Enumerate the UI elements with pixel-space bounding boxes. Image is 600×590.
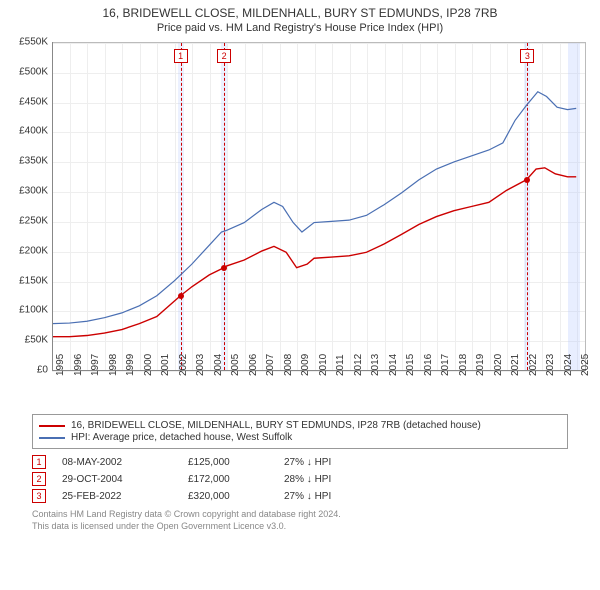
- x-tick-label: 2014: [388, 354, 399, 376]
- x-tick-label: 2012: [353, 354, 364, 376]
- x-tick-label: 2016: [423, 354, 434, 376]
- legend-swatch: [39, 425, 65, 427]
- x-tick-label: 2019: [475, 354, 486, 376]
- x-tick-label: 2009: [300, 354, 311, 376]
- x-tick-label: 2024: [563, 354, 574, 376]
- event-number: 2: [32, 472, 46, 486]
- x-tick-label: 2004: [213, 354, 224, 376]
- y-tick-label: £200K: [10, 245, 48, 256]
- x-tick-label: 2022: [528, 354, 539, 376]
- series-hpi: [52, 92, 576, 324]
- x-tick-label: 2025: [580, 354, 591, 376]
- x-tick-label: 2007: [265, 354, 276, 376]
- event-price: £320,000: [188, 491, 268, 502]
- legend-label: 16, BRIDEWELL CLOSE, MILDENHALL, BURY ST…: [71, 420, 481, 431]
- x-tick-label: 2017: [440, 354, 451, 376]
- sale-events: 1 08-MAY-2002 £125,000 27% ↓ HPI 2 29-OCT-200…: [32, 455, 568, 503]
- footer-line-2: This data is licensed under the Open Gov…: [32, 521, 568, 533]
- event-pct: 27% ↓ HPI: [284, 491, 384, 502]
- price-chart: 123 £0£50K£100K£150K£200K£250K£300K£350K…: [10, 38, 590, 408]
- event-number: 1: [32, 455, 46, 469]
- event-date: 29-OCT-2004: [62, 474, 172, 485]
- x-tick-label: 1996: [73, 354, 84, 376]
- y-tick-label: £350K: [10, 156, 48, 167]
- x-tick-label: 2011: [335, 354, 346, 376]
- y-axis: [52, 42, 53, 370]
- legend-swatch: [39, 437, 65, 439]
- sale-point: [178, 293, 184, 299]
- x-tick-label: 2001: [160, 354, 171, 376]
- x-tick-label: 1995: [55, 354, 66, 376]
- event-pct: 27% ↓ HPI: [284, 457, 384, 468]
- x-tick-label: 2023: [545, 354, 556, 376]
- x-tick-label: 2010: [318, 354, 329, 376]
- y-tick-label: £0: [10, 365, 48, 376]
- page-subtitle: Price paid vs. HM Land Registry's House …: [10, 22, 590, 34]
- event-price: £125,000: [188, 457, 268, 468]
- legend-label: HPI: Average price, detached house, West…: [71, 432, 292, 443]
- event-price: £172,000: [188, 474, 268, 485]
- y-tick-label: £550K: [10, 37, 48, 48]
- y-tick-label: £150K: [10, 275, 48, 286]
- x-tick-label: 2000: [143, 354, 154, 376]
- legend: 16, BRIDEWELL CLOSE, MILDENHALL, BURY ST…: [32, 414, 568, 449]
- x-tick-label: 2002: [178, 354, 189, 376]
- x-tick-label: 2006: [248, 354, 259, 376]
- x-tick-label: 2015: [405, 354, 416, 376]
- x-tick-label: 2020: [493, 354, 504, 376]
- y-tick-label: £300K: [10, 186, 48, 197]
- x-tick-label: 1999: [125, 354, 136, 376]
- y-tick-label: £50K: [10, 335, 48, 346]
- x-tick-label: 2008: [283, 354, 294, 376]
- x-tick-label: 2003: [195, 354, 206, 376]
- sale-point: [221, 265, 227, 271]
- event-pct: 28% ↓ HPI: [284, 474, 384, 485]
- x-tick-label: 2018: [458, 354, 469, 376]
- series-property: [52, 168, 576, 337]
- event-row: 3 25-FEB-2022 £320,000 27% ↓ HPI: [32, 489, 568, 503]
- event-number: 3: [32, 489, 46, 503]
- x-tick-label: 2013: [370, 354, 381, 376]
- event-row: 1 08-MAY-2002 £125,000 27% ↓ HPI: [32, 455, 568, 469]
- event-row: 2 29-OCT-2004 £172,000 28% ↓ HPI: [32, 472, 568, 486]
- y-tick-label: £500K: [10, 66, 48, 77]
- chart-lines: [52, 43, 585, 370]
- y-tick-label: £400K: [10, 126, 48, 137]
- x-tick-label: 1998: [108, 354, 119, 376]
- y-tick-label: £100K: [10, 305, 48, 316]
- event-date: 25-FEB-2022: [62, 491, 172, 502]
- legend-row: HPI: Average price, detached house, West…: [39, 432, 561, 443]
- x-tick-label: 2021: [510, 354, 521, 376]
- legend-row: 16, BRIDEWELL CLOSE, MILDENHALL, BURY ST…: [39, 420, 561, 431]
- footer-line-1: Contains HM Land Registry data © Crown c…: [32, 509, 568, 521]
- y-tick-label: £250K: [10, 215, 48, 226]
- sale-point: [524, 177, 530, 183]
- event-date: 08-MAY-2002: [62, 457, 172, 468]
- footer-attribution: Contains HM Land Registry data © Crown c…: [32, 509, 568, 532]
- page-title: 16, BRIDEWELL CLOSE, MILDENHALL, BURY ST…: [10, 6, 590, 20]
- y-tick-label: £450K: [10, 96, 48, 107]
- x-tick-label: 2005: [230, 354, 241, 376]
- x-tick-label: 1997: [90, 354, 101, 376]
